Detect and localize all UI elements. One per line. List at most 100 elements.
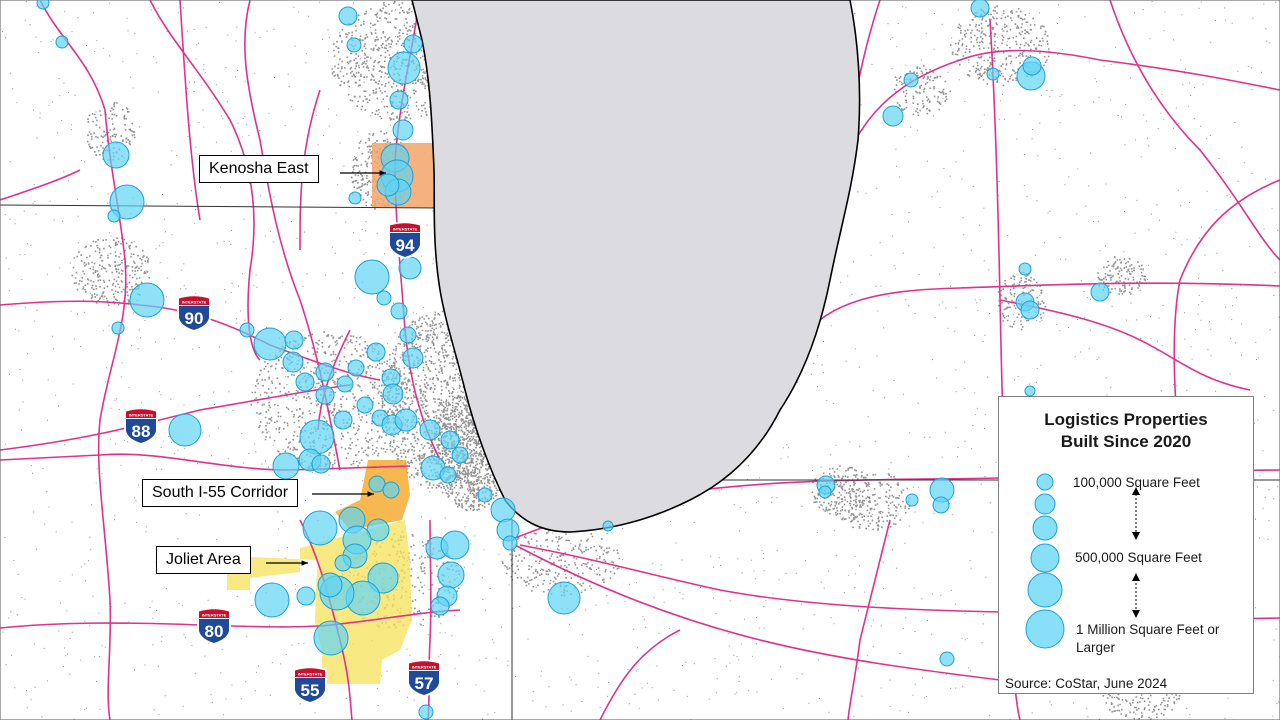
state-line-wi-il bbox=[0, 204, 441, 209]
legend-bubble bbox=[1036, 473, 1054, 491]
highway-2 bbox=[0, 384, 351, 451]
property-bubble bbox=[348, 191, 362, 205]
legend-title-line2: Built Since 2020 bbox=[1060, 432, 1192, 451]
legend-label-1m: 1 Million Square Feet or Larger bbox=[1076, 621, 1219, 657]
property-bubble bbox=[282, 351, 304, 373]
property-bubble bbox=[272, 452, 300, 480]
property-bubble bbox=[387, 51, 421, 85]
property-bubble bbox=[1024, 385, 1036, 397]
property-bubble bbox=[336, 375, 354, 393]
highway-24 bbox=[999, 299, 1251, 391]
interstate-55-shield-icon: INTERSTATE 55 bbox=[293, 666, 327, 704]
shield-body bbox=[409, 671, 439, 695]
property-bubble bbox=[903, 72, 919, 88]
callout-kenosha-east: Kenosha East bbox=[199, 155, 319, 183]
shield-number: 80 bbox=[205, 622, 224, 641]
property-bubble bbox=[439, 466, 457, 484]
kenosha-arrow-head bbox=[379, 170, 386, 176]
interstate-94-shield-icon: INTERSTATE 94 bbox=[388, 221, 422, 259]
legend-label-1m-line2: Larger bbox=[1076, 640, 1116, 655]
property-bubble bbox=[347, 359, 365, 377]
interstate-57-shield-icon: INTERSTATE 57 bbox=[407, 659, 441, 697]
legend-source: Source: CoStar, June 2024 bbox=[1005, 676, 1168, 691]
property-bubble bbox=[311, 454, 331, 474]
property-bubble bbox=[394, 408, 418, 432]
shield-banner-text: INTERSTATE bbox=[412, 665, 437, 670]
shield-number: 94 bbox=[396, 236, 415, 255]
legend-title-line1: Logistics Properties bbox=[1044, 410, 1208, 429]
i55-arrow-head bbox=[367, 491, 374, 497]
property-bubble bbox=[239, 322, 255, 338]
legend-title: Logistics Properties Built Since 2020 bbox=[999, 409, 1253, 453]
property-bubble bbox=[284, 330, 304, 350]
property-bubble bbox=[356, 396, 374, 414]
property-bubble bbox=[502, 535, 518, 551]
highway-18 bbox=[849, 49, 1280, 151]
property-bubble bbox=[602, 520, 614, 532]
property-bubble bbox=[366, 342, 386, 362]
callout-south-i55-corridor: South I-55 Corridor bbox=[142, 479, 299, 507]
property-bubble bbox=[334, 554, 352, 572]
property-bubble bbox=[315, 385, 335, 405]
legend-label-100k: 100,000 Square Feet bbox=[1073, 475, 1200, 490]
property-bubble bbox=[399, 326, 417, 344]
property-bubble bbox=[382, 481, 400, 499]
property-bubble bbox=[939, 651, 955, 667]
property-bubble bbox=[440, 530, 470, 560]
property-bubble bbox=[296, 586, 316, 606]
property-bubble bbox=[389, 90, 409, 110]
property-bubble bbox=[346, 37, 362, 53]
property-bubble bbox=[882, 105, 904, 127]
property-bubble bbox=[398, 256, 422, 280]
property-bubble bbox=[254, 582, 290, 618]
highway-26 bbox=[599, 629, 681, 720]
shield-banner-text: INTERSTATE bbox=[298, 672, 323, 677]
property-bubble bbox=[354, 259, 390, 295]
property-bubble bbox=[390, 302, 408, 320]
property-bubble bbox=[430, 596, 450, 616]
property-bubble bbox=[402, 347, 424, 369]
property-bubble bbox=[317, 572, 343, 598]
highway-23 bbox=[0, 169, 81, 201]
lake-michigan bbox=[411, 0, 861, 533]
joliet-arrow-head bbox=[301, 560, 308, 566]
property-bubble bbox=[970, 0, 990, 18]
legend-arrowhead-down-1 bbox=[1132, 532, 1140, 540]
callout-arrows bbox=[266, 170, 386, 566]
property-bubble bbox=[313, 620, 349, 656]
property-bubble bbox=[932, 496, 950, 514]
property-bubble bbox=[1090, 282, 1110, 302]
shield-banner bbox=[126, 409, 156, 418]
shield-banner-text: INTERSTATE bbox=[393, 227, 418, 232]
property-bubble bbox=[418, 704, 434, 720]
property-bubble bbox=[109, 184, 145, 220]
legend-bubble bbox=[1032, 515, 1058, 541]
legend-label-500k: 500,000 Square Feet bbox=[1075, 550, 1202, 565]
legend-bubble bbox=[1027, 572, 1063, 608]
shield-banner bbox=[409, 661, 439, 670]
property-bubble bbox=[477, 487, 493, 503]
legend-label-1m-line1: 1 Million Square Feet or bbox=[1076, 622, 1220, 637]
property-bubble bbox=[168, 413, 202, 447]
property-bubble bbox=[376, 173, 400, 197]
lake-michigan-shape bbox=[411, 0, 861, 533]
property-bubble bbox=[490, 497, 516, 523]
property-bubble bbox=[338, 6, 358, 26]
property-bubble bbox=[111, 321, 125, 335]
highway-4 bbox=[0, 609, 461, 629]
property-bubble bbox=[437, 561, 465, 589]
legend-bubble bbox=[1025, 609, 1065, 649]
property-bubble bbox=[1022, 56, 1042, 76]
interstate-80-shield-icon: INTERSTATE 80 bbox=[197, 607, 231, 645]
property-bubble bbox=[547, 581, 581, 615]
interstate-90-shield-icon: INTERSTATE 90 bbox=[177, 294, 211, 332]
shield-banner-text: INTERSTATE bbox=[182, 300, 207, 305]
property-bubble bbox=[36, 0, 50, 10]
property-bubble bbox=[102, 141, 130, 169]
property-bubble bbox=[440, 430, 460, 450]
property-bubble bbox=[253, 327, 287, 361]
shield-body bbox=[390, 233, 420, 257]
property-bubble bbox=[818, 485, 832, 499]
property-bubble bbox=[1018, 262, 1032, 276]
